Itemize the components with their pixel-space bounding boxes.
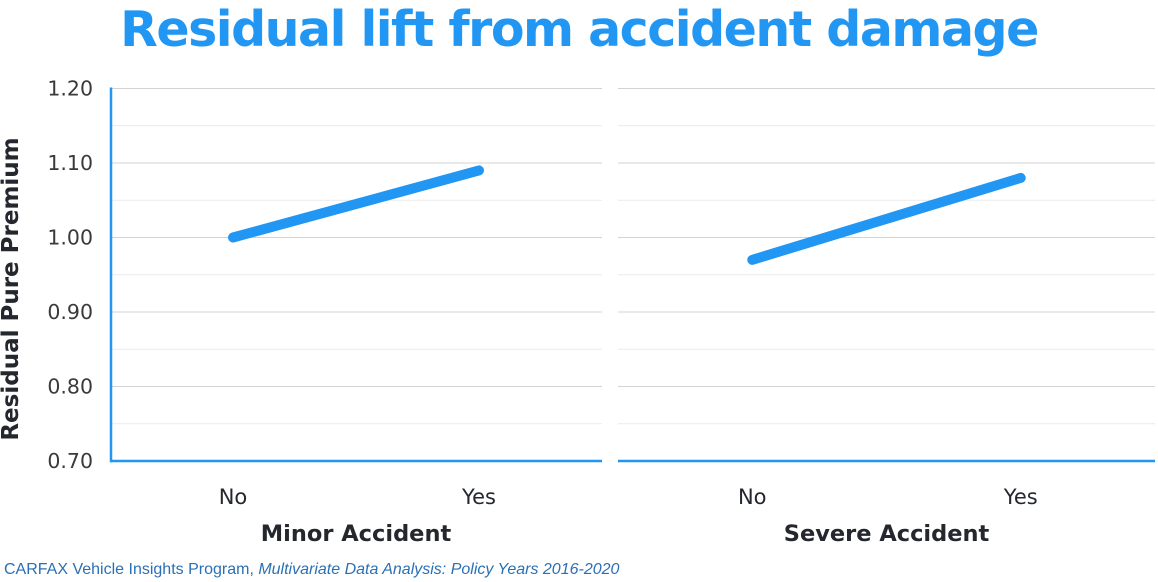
x-tick-label-minor-accident-no: No: [219, 485, 248, 509]
footer-source-text: CARFAX Vehicle Insights Program,: [4, 561, 259, 578]
y-tick-label-0.80: 0.80: [47, 375, 93, 399]
footer-citation-text: Multivariate Data Analysis: Policy Years…: [258, 561, 620, 578]
data-line-minor-accident: [228, 165, 484, 243]
x-tick-label-severe-accident-no: No: [738, 485, 767, 509]
xlabel-minor-accident: Minor Accident: [261, 521, 452, 547]
panel-minor-accident: No Yes Minor Accident: [109, 87, 602, 547]
source-citation: CARFAX Vehicle Insights Program, Multiva…: [4, 561, 619, 579]
y-tick-label-0.90: 0.90: [47, 300, 93, 324]
data-line-severe-accident: [747, 172, 1026, 265]
y-tick-label-0.70: 0.70: [47, 449, 93, 473]
y-tick-label-1.20: 1.20: [47, 77, 93, 101]
x-tick-label-minor-accident-yes: Yes: [461, 485, 496, 509]
ylabel: Residual Pure Premium: [0, 137, 24, 440]
y-tick-label-1.00: 1.00: [47, 226, 93, 250]
x-tick-label-severe-accident-yes: Yes: [1003, 485, 1038, 509]
xlabel-severe-accident: Severe Accident: [784, 521, 990, 547]
panel-severe-accident: No Yes Severe Accident: [618, 88, 1155, 547]
y-tick-label-1.10: 1.10: [47, 151, 93, 175]
chart-title: Residual lift from accident damage: [120, 1, 1039, 58]
